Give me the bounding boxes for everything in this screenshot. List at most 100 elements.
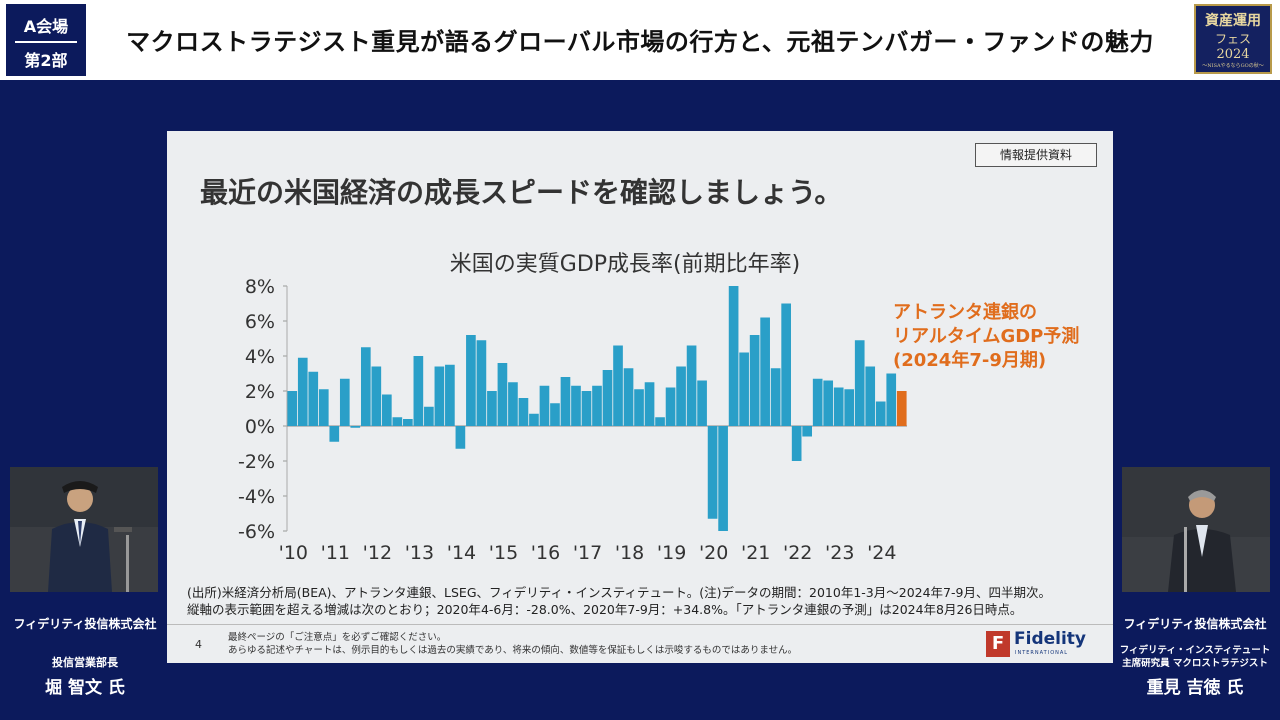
gdp-bar [350, 426, 361, 428]
header-bar: A会場 第2部 マクロストラテジスト重見が語るグローバル市場の行方と、元祖テンバ… [0, 0, 1280, 80]
y-tick-label: 0% [245, 416, 275, 438]
x-tick-label: '13 [405, 542, 434, 564]
forecast-annotation-line: アトランタ連銀の [893, 301, 1037, 323]
footer-divider [167, 624, 1113, 625]
gdp-bar [875, 401, 886, 426]
gdp-bar [697, 380, 707, 426]
gdp-bar [560, 377, 571, 426]
disclaimer: 最終ページの「ご注意点」を必ずご確認ください。 あらゆる記述やチャートは、例示目… [228, 631, 797, 657]
speaker-silhouette-right [1122, 467, 1270, 592]
y-tick-label: -4% [238, 486, 275, 508]
gdp-bar [644, 382, 655, 426]
gdp-bar [833, 387, 844, 426]
fidelity-logo: F Fidelity INTERNATIONAL [986, 629, 1090, 659]
gdp-bar [728, 286, 739, 426]
venue-name: A会場 [23, 17, 69, 36]
right-speaker-company: フィデリティ投信株式会社 [1123, 617, 1267, 631]
gdp-bar [770, 368, 781, 426]
gdp-bar [476, 340, 487, 426]
gdp-bar [529, 413, 539, 426]
left-speaker-role: 投信営業部長 [52, 656, 118, 669]
gdp-bar [445, 364, 455, 426]
gdp-bar [466, 335, 476, 426]
right-speaker-role: 主席研究員 マクロストラテジスト [1122, 658, 1268, 669]
gdp-bar [424, 406, 434, 426]
left-speaker-name: 堀 智文 氏 [45, 678, 125, 698]
gdp-bar [360, 347, 371, 426]
gdp-bar [308, 371, 319, 426]
x-tick-label: '14 [447, 542, 476, 564]
speaker-video-right [1122, 467, 1270, 592]
event-logo-tagline: ～NISAやるならGOの秋～ [1202, 63, 1264, 69]
venue-divider [15, 41, 77, 43]
x-axis-ticks: '10 '11 '12 '13 '14 '15 '16 '17 '18 '19 '20 '21 '22 '… [279, 542, 897, 564]
y-tick-label: -6% [238, 521, 275, 543]
gdp-bar-chart: 米国の実質GDP成長率(前期比年率) 8% 6% 4% 2% 0% -2% -4% -6% '… [238, 252, 1079, 564]
gdp-bar [413, 356, 424, 426]
gdp-bar [676, 366, 686, 426]
gdp-bar [287, 391, 298, 426]
gdp-bar [550, 403, 560, 426]
x-tick-label: '22 [783, 542, 812, 564]
gdp-bar [403, 419, 413, 426]
gdp-bar [791, 426, 802, 461]
gdp-bar [497, 363, 508, 426]
fidelity-logo-text: Fidelity [1014, 629, 1087, 649]
gdp-bar [739, 352, 749, 426]
forecast-annotation-line: リアルタイムGDP予測 [893, 325, 1079, 347]
gdp-bar [686, 345, 697, 426]
event-logo-line2: フェス [1214, 32, 1251, 46]
presentation-slide: 情報提供資料 最近の米国経済の成長スピードを確認しましょう。 米国の実質GDP成… [167, 131, 1113, 663]
disclaimer-line: 最終ページの「ご注意点」を必ずご確認ください。 [228, 632, 447, 643]
gdp-bar [707, 426, 718, 519]
x-tick-label: '23 [825, 542, 854, 564]
gdp-bar [812, 378, 823, 426]
x-tick-label: '17 [573, 542, 602, 564]
gdp-bar [434, 366, 445, 426]
x-tick-label: '24 [867, 542, 896, 564]
source-notes: (出所)米経済分析局(BEA)、アトランタ連銀、LSEG、フィデリティ・インステ… [187, 584, 1107, 618]
gdp-bar [297, 357, 308, 426]
gdp-bar [623, 368, 634, 426]
gdp-bar [749, 335, 760, 426]
x-tick-label: '21 [741, 542, 770, 564]
fidelity-logo-subtext: INTERNATIONAL [1015, 650, 1069, 656]
y-tick-label: 8% [245, 276, 275, 298]
x-tick-label: '16 [531, 542, 560, 564]
info-material-tag: 情報提供資料 [975, 143, 1097, 167]
gdp-bar [371, 366, 382, 426]
y-tick-label: -2% [238, 451, 275, 473]
gdp-bar [381, 394, 392, 426]
forecast-bar [896, 391, 907, 426]
gdp-bar [518, 398, 529, 426]
gdp-bar [634, 389, 644, 426]
speaker-silhouette-left [10, 467, 158, 592]
gdp-bar [508, 382, 518, 426]
gdp-bar [760, 317, 770, 426]
gdp-bar [339, 378, 350, 426]
y-tick-label: 4% [245, 346, 275, 368]
gdp-bar [592, 385, 602, 426]
chart-bars [287, 286, 907, 531]
speaker-video-left [10, 467, 158, 592]
x-tick-label: '15 [489, 542, 518, 564]
left-speaker-company: フィデリティ投信株式会社 [13, 617, 157, 631]
forecast-annotation-line: (2024年7-9月期) [893, 349, 1046, 371]
gdp-bar [655, 417, 665, 426]
event-logo: 資産運用 フェス 2024 ～NISAやるならGOの秋～ [1194, 4, 1272, 74]
gdp-bar [718, 426, 728, 531]
slide-heading: 最近の米国経済の成長スピードを確認しましょう。 [200, 176, 843, 209]
fidelity-mark-icon: F [986, 631, 1010, 657]
x-tick-label: '20 [699, 542, 728, 564]
x-tick-label: '11 [321, 542, 350, 564]
gdp-bar [487, 391, 497, 426]
gdp-bar [571, 385, 581, 426]
gdp-bar [823, 380, 834, 426]
event-logo-line1: 資産運用 [1205, 13, 1261, 29]
right-speaker-role: フィデリティ・インスティテュート [1119, 645, 1271, 656]
right-speaker-name: 重見 吉徳 氏 [1146, 678, 1244, 698]
gdp-bar [802, 426, 813, 437]
disclaimer-line: あらゆる記述やチャートは、例示目的もしくは過去の実績であり、将来の傾向、数値等を… [228, 645, 798, 656]
chart-title: 米国の実質GDP成長率(前期比年率) [450, 252, 800, 277]
